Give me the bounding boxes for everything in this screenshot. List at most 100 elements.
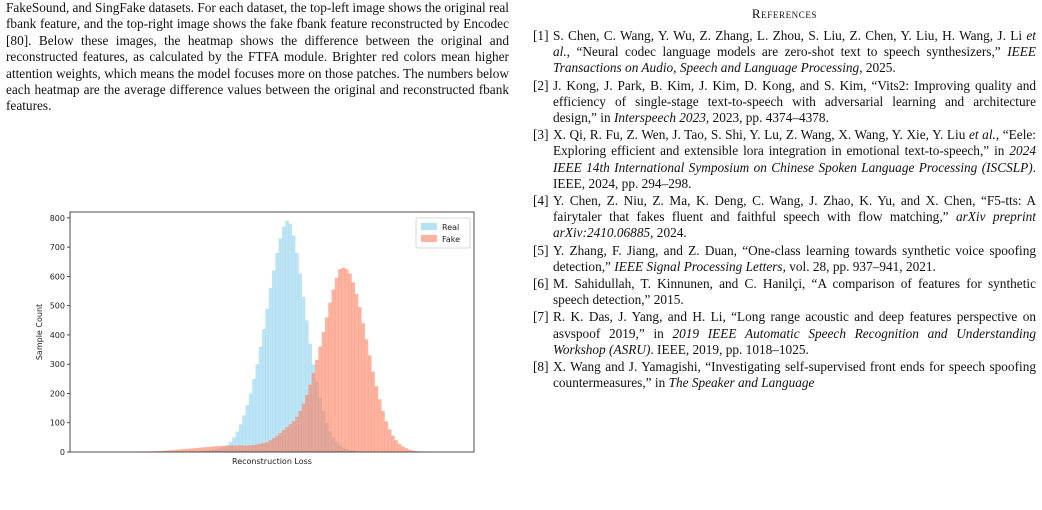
fake-bar xyxy=(328,302,332,452)
real-bar xyxy=(281,226,286,452)
fake-bar xyxy=(331,289,336,452)
fake-bar xyxy=(387,429,392,452)
legend-swatch xyxy=(421,235,437,242)
legend-swatch xyxy=(421,223,437,230)
fake-bar xyxy=(358,307,362,452)
y-tick-label: 500 xyxy=(50,302,65,311)
reference-item: [1] S. Chen, C. Wang, Y. Wu, Z. Zhang, L.… xyxy=(533,28,1036,77)
reference-et-al: et al. xyxy=(968,127,996,143)
fake-bar xyxy=(179,449,183,452)
reference-number: [4] xyxy=(533,193,549,209)
reference-post: , vol. 28, pp. 937–941, 2021. xyxy=(782,258,936,274)
reference-number: [1] xyxy=(533,28,549,43)
fake-bar xyxy=(225,445,230,452)
real-bar xyxy=(305,320,309,452)
reference-item: [3] X. Qi, R. Fu, Z. Wen, J. Tao, S. Shi,… xyxy=(533,127,1036,192)
fake-bar xyxy=(248,445,253,452)
reference-list: [1] S. Chen, C. Wang, Y. Wu, Z. Zhang, L.… xyxy=(533,28,1036,391)
fake-bar xyxy=(288,424,293,452)
fake-bar xyxy=(381,411,385,452)
fake-bar xyxy=(185,448,190,452)
fake-bar xyxy=(195,447,200,452)
reference-number: [3] xyxy=(533,127,549,143)
reference-post: . IEEE, 2019, pp. 1018–1025. xyxy=(650,341,809,357)
reference-venue: Interspeech 2023 xyxy=(613,110,706,126)
real-bar xyxy=(242,415,246,452)
fake-bar xyxy=(410,450,415,452)
fake-bar xyxy=(315,359,319,452)
legend-label: Fake xyxy=(442,235,460,244)
fake-bar xyxy=(394,440,399,452)
reference-text: J. Kong, J. Park, B. Kim, J. Kim, D. Kon… xyxy=(553,78,1036,127)
fake-bar xyxy=(205,447,210,452)
fake-bar xyxy=(202,447,207,452)
fake-bar xyxy=(397,443,402,452)
references-heading: References xyxy=(751,6,818,21)
body-paragraph: FakeSound, and SingFake datasets. For ea… xyxy=(6,0,509,114)
real-bar xyxy=(272,270,276,452)
fake-bar xyxy=(374,386,379,452)
fake-bar xyxy=(324,317,329,452)
reference-item: [6] M. Sahidullah, T. Kinnunen, and C. Ha… xyxy=(533,276,1036,308)
reference-item: [7] R. K. Das, J. Yang, and H. Li, “Long … xyxy=(533,309,1036,358)
y-tick-label: 400 xyxy=(50,331,65,340)
fake-bar xyxy=(265,442,269,452)
fake-bar xyxy=(278,432,283,452)
real-bar xyxy=(291,235,296,452)
legend-label: Real xyxy=(442,223,459,232)
fake-bar xyxy=(252,444,256,452)
fake-bar xyxy=(285,427,289,452)
reference-number: [2] xyxy=(533,77,549,93)
fake-bar xyxy=(199,447,203,452)
fake-bar xyxy=(262,443,266,452)
fake-bar xyxy=(414,451,418,452)
reference-item: [4] Y. Chen, Z. Niu, Z. Ma, K. Deng, C. W… xyxy=(533,193,1036,242)
fake-bar xyxy=(258,443,263,452)
reference-item: [2] J. Kong, J. Park, B. Kim, J. Kim, D. … xyxy=(533,78,1036,127)
reference-text: Y. Zhang, F. Jiang, and Z. Duan, “One-cl… xyxy=(553,243,1036,275)
fake-bar xyxy=(348,273,352,452)
fake-bar xyxy=(407,449,412,452)
fake-bar xyxy=(275,435,279,452)
fake-bar xyxy=(364,339,369,452)
fake-bar xyxy=(384,421,389,452)
fake-bar xyxy=(255,444,260,452)
y-tick-label: 700 xyxy=(50,243,65,252)
fake-bar xyxy=(401,446,405,452)
reference-item: [8] X. Wang and J. Yamagishi, “Investigat… xyxy=(533,359,1036,391)
reference-number: [8] xyxy=(533,359,549,375)
real-bar xyxy=(252,378,256,452)
reference-post: , 2023, pp. 4374–4378. xyxy=(705,110,829,126)
y-tick-label: 200 xyxy=(50,389,65,398)
reference-pre: M. Sahidullah, T. Kinnunen, and C. Hanil… xyxy=(553,276,1036,308)
fake-bar xyxy=(172,449,177,452)
fake-bar xyxy=(182,449,187,452)
reference-venue: 2024 IEEE 14th International Symposium o… xyxy=(553,143,1036,175)
reference-number: [5] xyxy=(533,242,549,258)
reference-text: R. K. Das, J. Yang, and H. Li, “Long ran… xyxy=(553,309,1036,358)
fake-bar xyxy=(166,450,170,452)
fake-bar xyxy=(298,411,303,452)
real-bar xyxy=(262,329,266,452)
reference-pre: Y. Chen, Z. Niu, Z. Ma, K. Deng, C. Wang… xyxy=(553,193,1036,225)
y-axis-label: Sample Count xyxy=(35,304,44,360)
real-bar xyxy=(301,296,306,452)
fake-bar xyxy=(361,323,365,452)
reference-et-al: et al. xyxy=(553,28,1036,60)
fake-bar xyxy=(169,450,174,452)
real-bar xyxy=(238,424,243,452)
reference-item: [5] Y. Zhang, F. Jiang, and Z. Duan, “One… xyxy=(533,243,1036,275)
fake-bar xyxy=(344,269,349,452)
fake-bar xyxy=(192,448,197,452)
left-column: FakeSound, and SingFake datasets. For ea… xyxy=(6,0,509,115)
real-bar xyxy=(298,273,303,452)
fake-bar xyxy=(159,451,164,452)
reference-text: X. Qi, R. Fu, Z. Wen, J. Tao, S. Shi, Y.… xyxy=(553,127,1036,192)
reference-pre: Y. Zhang, F. Jiang, and Z. Duan, “One-cl… xyxy=(553,242,1036,274)
reference-post: , 2025. xyxy=(859,60,896,76)
reference-text: X. Wang and J. Yamagishi, “Investigating… xyxy=(553,359,1036,391)
reference-venue: The Speaker and Language xyxy=(668,375,815,391)
y-tick-label: 0 xyxy=(60,448,65,457)
reference-text: M. Sahidullah, T. Kinnunen, and C. Hanil… xyxy=(553,276,1036,308)
fake-bar xyxy=(245,445,250,452)
